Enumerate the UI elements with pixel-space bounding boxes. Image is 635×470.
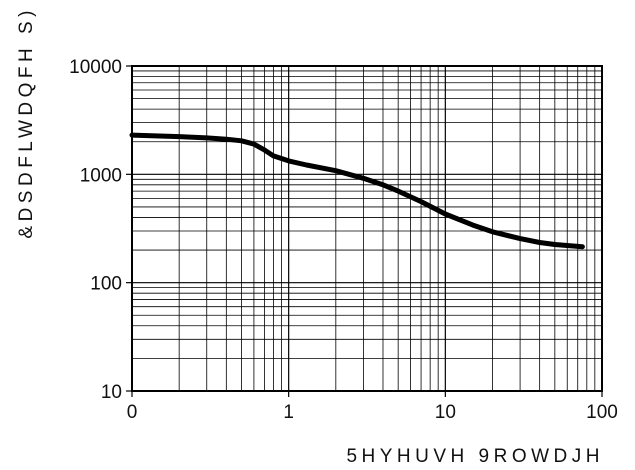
y-axis-label: &DSDFLWDQFH S): [16, 6, 37, 239]
x-tick-label: 1: [283, 402, 294, 423]
y-tick-label: 10: [101, 382, 122, 403]
x-tick-labels: 0 1 10 100: [127, 402, 618, 423]
plot-frame: [131, 65, 603, 392]
y-tick-label: 100: [90, 274, 122, 295]
series-line: [129, 132, 585, 250]
x-tick-label: 0: [127, 402, 138, 423]
x-tick-label: 100: [586, 402, 618, 423]
y-tick-labels: 10000 1000 100 10: [69, 57, 122, 403]
x-tick-label: 10: [435, 402, 456, 423]
y-tick-label: 1000: [80, 165, 122, 186]
grid-lines: [126, 65, 603, 397]
x-axis-label: 5HYHUVH 9ROWDJH: [346, 446, 604, 467]
y-tick-label: 10000: [69, 57, 122, 78]
